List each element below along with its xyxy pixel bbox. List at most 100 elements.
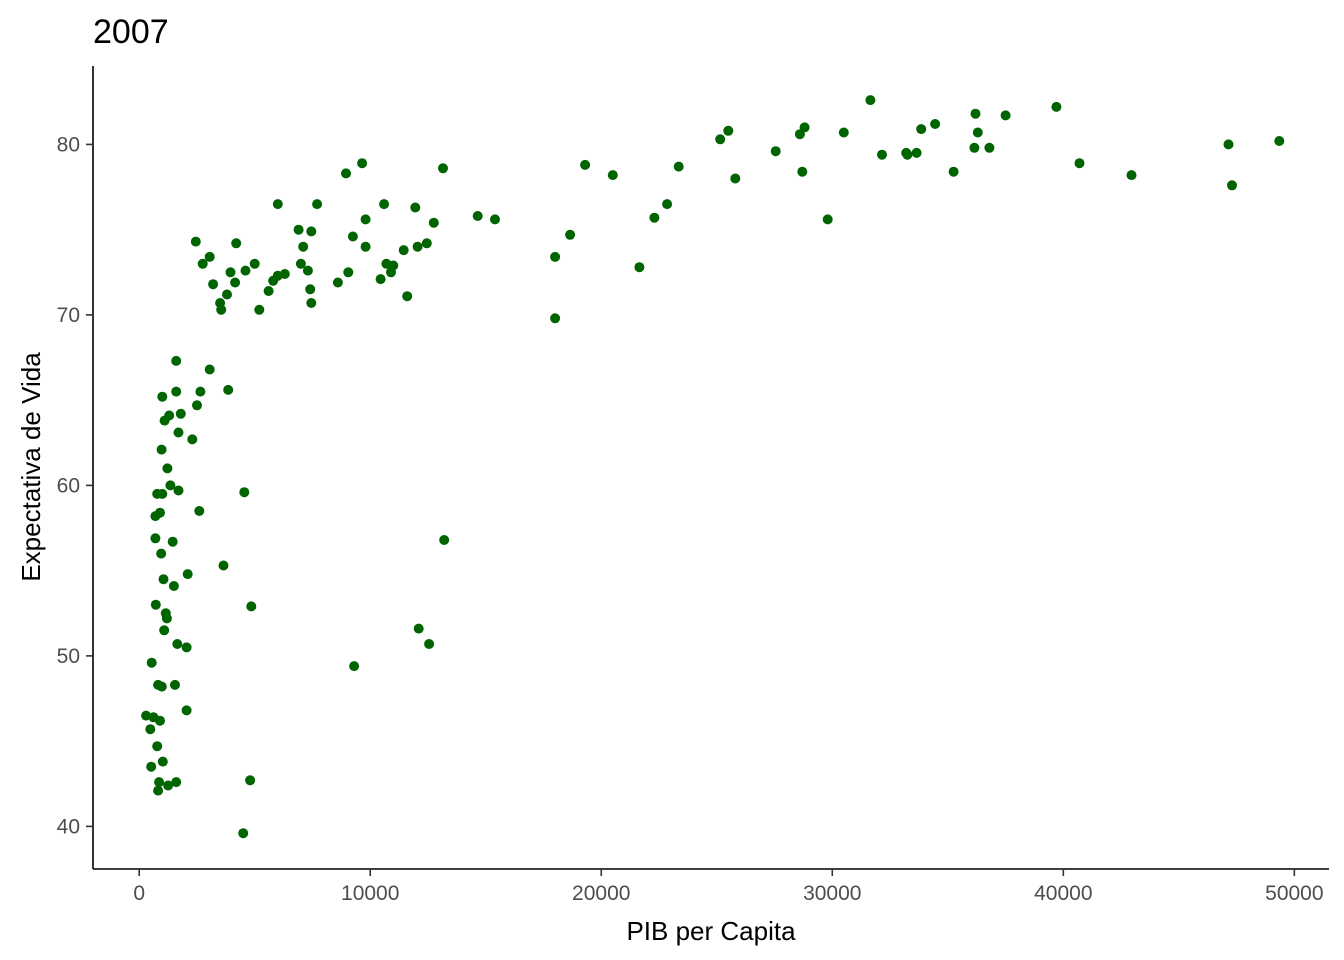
data-point [165, 480, 176, 491]
data-point [192, 400, 202, 411]
data-point [204, 364, 215, 375]
data-point [607, 170, 618, 181]
data-point [218, 560, 229, 571]
data-point [799, 122, 810, 133]
data-point [194, 506, 205, 516]
data-point [911, 147, 922, 158]
x-tick-label: 30000 [803, 882, 861, 905]
data-point [1227, 180, 1237, 191]
data-point [730, 173, 741, 184]
data-point [649, 212, 660, 223]
data-point [182, 569, 193, 580]
data-point [208, 279, 219, 290]
data-point [398, 245, 409, 256]
y-tick-label: 70 [57, 304, 80, 327]
data-point [152, 741, 163, 752]
data-point [245, 775, 256, 786]
data-point [293, 224, 304, 235]
y-tick-label: 50 [57, 645, 80, 668]
y-axis-title: Expectativa de Vida [16, 352, 46, 582]
data-point [347, 231, 358, 242]
data-point [1274, 136, 1285, 146]
data-point [421, 238, 432, 249]
data-point [157, 391, 168, 402]
data-point [715, 134, 726, 145]
data-point [634, 262, 645, 273]
y-tick-label: 80 [57, 133, 80, 156]
data-point [171, 777, 182, 788]
data-point [153, 785, 164, 796]
data-point [239, 487, 250, 498]
data-point [1051, 101, 1062, 112]
data-point [181, 705, 192, 716]
data-point [343, 267, 354, 278]
data-point [164, 410, 175, 421]
data-point [159, 625, 170, 636]
data-point [246, 601, 257, 612]
data-point [312, 199, 323, 210]
data-point [172, 639, 183, 649]
data-point [173, 427, 184, 438]
x-tick-label: 0 [133, 882, 145, 905]
data-point [157, 488, 168, 499]
data-point [254, 304, 265, 315]
data-point [240, 265, 251, 276]
data-point [332, 277, 343, 288]
data-point [223, 384, 234, 395]
data-point [822, 214, 833, 225]
data-point [216, 304, 227, 315]
data-point [170, 679, 180, 690]
data-point [797, 166, 808, 177]
data-point [225, 267, 236, 278]
data-point [413, 623, 424, 634]
data-point [673, 161, 684, 172]
data-point [349, 661, 360, 672]
data-point [580, 159, 591, 170]
data-point [662, 199, 673, 210]
data-point [171, 386, 182, 397]
data-point [204, 251, 215, 262]
data-point [388, 260, 399, 271]
data-point [162, 463, 173, 474]
data-point [412, 241, 423, 252]
data-point [306, 298, 317, 308]
data-point [146, 657, 157, 668]
data-point [171, 355, 182, 366]
data-point [970, 108, 981, 119]
data-point [439, 535, 450, 545]
data-point [930, 119, 941, 129]
data-point [972, 127, 983, 138]
data-point [231, 238, 242, 249]
x-tick-label: 40000 [1034, 882, 1092, 905]
x-axis-ticks: 0 10000 20000 30000 40000 50000 [133, 869, 1324, 905]
data-point [375, 274, 386, 285]
x-tick-label: 10000 [341, 882, 399, 905]
data-point [838, 127, 849, 138]
data-point [272, 199, 283, 210]
x-axis-title: PIB per Capita [626, 916, 796, 946]
data-point [173, 485, 184, 496]
y-tick-label: 40 [57, 815, 80, 838]
data-point [230, 277, 241, 288]
data-point [490, 214, 500, 225]
data-point [948, 166, 959, 177]
data-point [279, 269, 290, 279]
data-point [877, 149, 887, 160]
data-point [163, 780, 174, 791]
x-tick-label: 20000 [572, 882, 630, 905]
data-point [156, 681, 167, 692]
data-point [360, 241, 371, 252]
data-point [238, 828, 249, 839]
data-point [379, 199, 390, 210]
data-point [438, 163, 448, 174]
data-point [181, 642, 192, 653]
data-point [154, 777, 165, 788]
data-point [1223, 139, 1234, 150]
data-point [157, 756, 168, 767]
data-point [150, 599, 161, 610]
data-point [145, 724, 156, 735]
data-point [550, 313, 561, 324]
data-point [341, 168, 351, 179]
